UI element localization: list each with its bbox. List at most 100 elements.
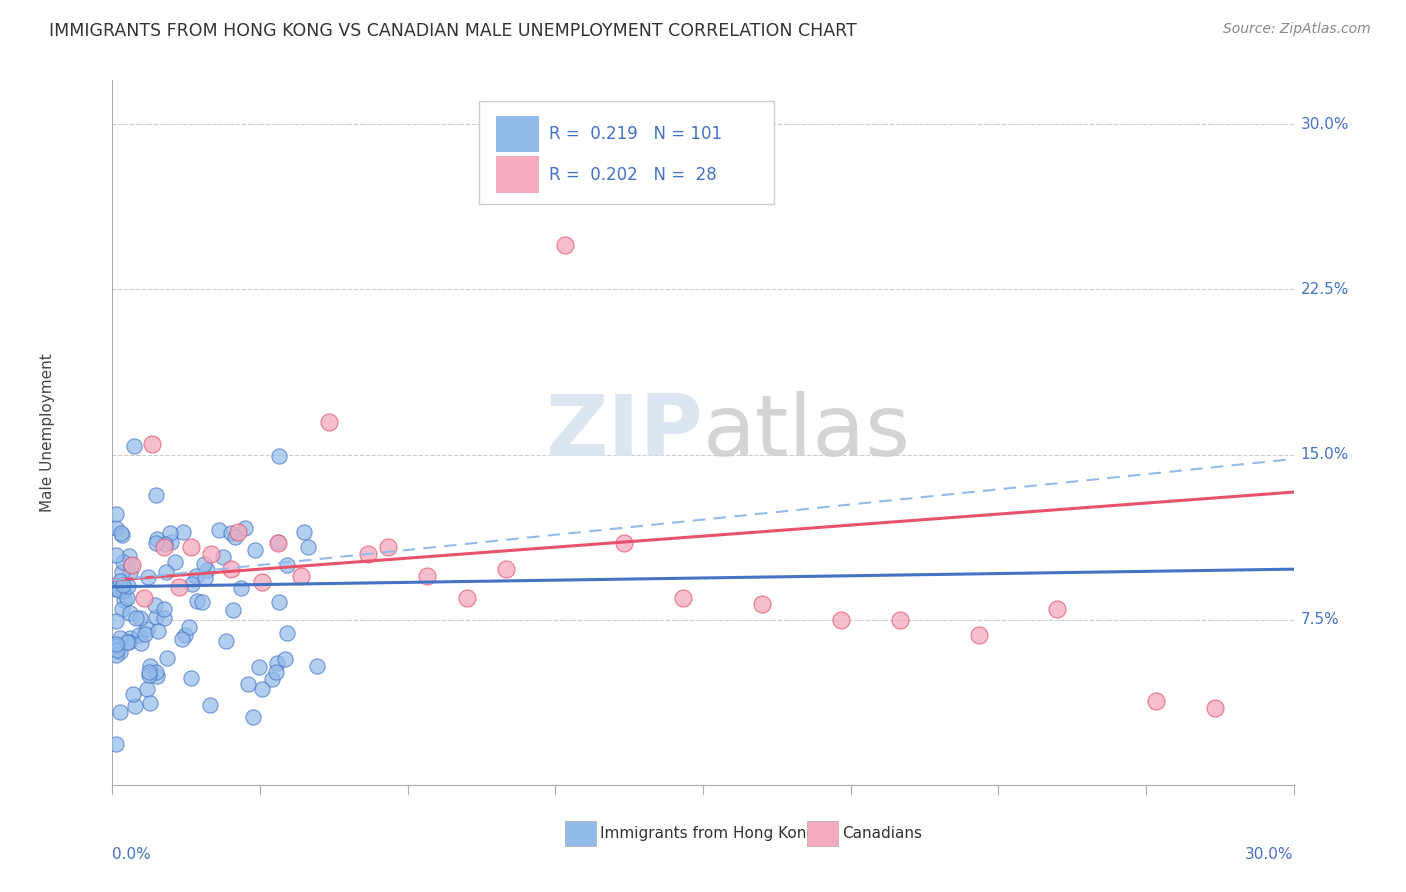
- Point: [121, 558, 143, 572]
- Point: [193, 557, 215, 571]
- Point: [112, 593, 135, 607]
- Text: 7.5%: 7.5%: [1301, 612, 1339, 627]
- Point: [139, 659, 162, 673]
- Point: [751, 598, 773, 612]
- Point: [495, 562, 517, 576]
- Point: [105, 648, 128, 662]
- Point: [152, 611, 174, 625]
- Point: [138, 667, 160, 681]
- Point: [163, 555, 186, 569]
- Point: [105, 737, 128, 751]
- Point: [145, 488, 167, 502]
- Point: [117, 634, 139, 648]
- Point: [156, 651, 179, 665]
- Point: [613, 535, 636, 549]
- Point: [146, 533, 169, 547]
- Point: [190, 595, 212, 609]
- Point: [297, 540, 319, 554]
- Point: [292, 524, 315, 539]
- Point: [118, 549, 141, 563]
- Text: ZIP: ZIP: [546, 391, 703, 475]
- Point: [1046, 601, 1069, 615]
- Point: [105, 508, 128, 522]
- Text: 30.0%: 30.0%: [1246, 847, 1294, 862]
- Point: [267, 534, 290, 549]
- Point: [456, 591, 478, 605]
- Point: [145, 536, 167, 550]
- Point: [105, 582, 128, 596]
- Point: [111, 578, 134, 592]
- Point: [229, 582, 252, 596]
- Point: [105, 643, 128, 657]
- Text: Canadians: Canadians: [842, 826, 922, 841]
- Text: 0.0%: 0.0%: [112, 847, 152, 862]
- Text: 30.0%: 30.0%: [1301, 117, 1348, 132]
- Point: [128, 611, 150, 625]
- Point: [105, 637, 128, 651]
- Point: [169, 580, 191, 594]
- Point: [967, 628, 990, 642]
- Point: [1204, 701, 1226, 715]
- Point: [111, 556, 134, 570]
- Point: [107, 583, 129, 598]
- Point: [172, 524, 194, 539]
- Point: [889, 613, 911, 627]
- Text: IMMIGRANTS FROM HONG KONG VS CANADIAN MALE UNEMPLOYMENT CORRELATION CHART: IMMIGRANTS FROM HONG KONG VS CANADIAN MA…: [49, 22, 858, 40]
- Point: [264, 665, 287, 679]
- Point: [108, 631, 131, 645]
- Point: [145, 669, 167, 683]
- Point: [377, 540, 399, 554]
- Point: [105, 521, 128, 535]
- Point: [129, 636, 152, 650]
- Point: [105, 614, 128, 628]
- Point: [250, 575, 273, 590]
- Point: [224, 530, 246, 544]
- Point: [105, 640, 128, 654]
- Point: [172, 632, 194, 646]
- Point: [141, 436, 163, 450]
- Point: [134, 627, 156, 641]
- Point: [181, 577, 204, 591]
- Point: [416, 568, 439, 582]
- Point: [146, 624, 169, 638]
- Point: [159, 526, 181, 541]
- Point: [307, 659, 329, 673]
- FancyBboxPatch shape: [496, 156, 538, 193]
- Point: [215, 634, 238, 648]
- Point: [111, 565, 134, 579]
- Point: [290, 568, 312, 582]
- Point: [145, 665, 167, 680]
- Point: [139, 696, 162, 710]
- Point: [267, 595, 290, 609]
- Point: [174, 628, 197, 642]
- Point: [554, 238, 576, 252]
- FancyBboxPatch shape: [807, 821, 838, 847]
- Point: [276, 558, 298, 573]
- Point: [672, 591, 695, 605]
- FancyBboxPatch shape: [478, 102, 773, 203]
- Point: [122, 439, 145, 453]
- Point: [222, 603, 245, 617]
- Point: [105, 549, 128, 563]
- Point: [194, 571, 217, 585]
- Point: [122, 687, 145, 701]
- Point: [184, 569, 207, 583]
- Point: [212, 550, 235, 565]
- Point: [118, 606, 141, 620]
- Point: [145, 610, 167, 624]
- Point: [143, 598, 166, 612]
- Point: [276, 625, 298, 640]
- Point: [135, 622, 157, 636]
- Point: [250, 681, 273, 696]
- Point: [260, 673, 283, 687]
- Point: [247, 660, 270, 674]
- Point: [120, 565, 142, 579]
- Point: [155, 566, 177, 580]
- Point: [357, 547, 380, 561]
- Point: [318, 415, 340, 429]
- Text: 15.0%: 15.0%: [1301, 447, 1348, 462]
- Point: [111, 584, 134, 599]
- Text: Immigrants from Hong Kong: Immigrants from Hong Kong: [600, 826, 817, 841]
- FancyBboxPatch shape: [496, 116, 538, 153]
- Point: [118, 631, 141, 645]
